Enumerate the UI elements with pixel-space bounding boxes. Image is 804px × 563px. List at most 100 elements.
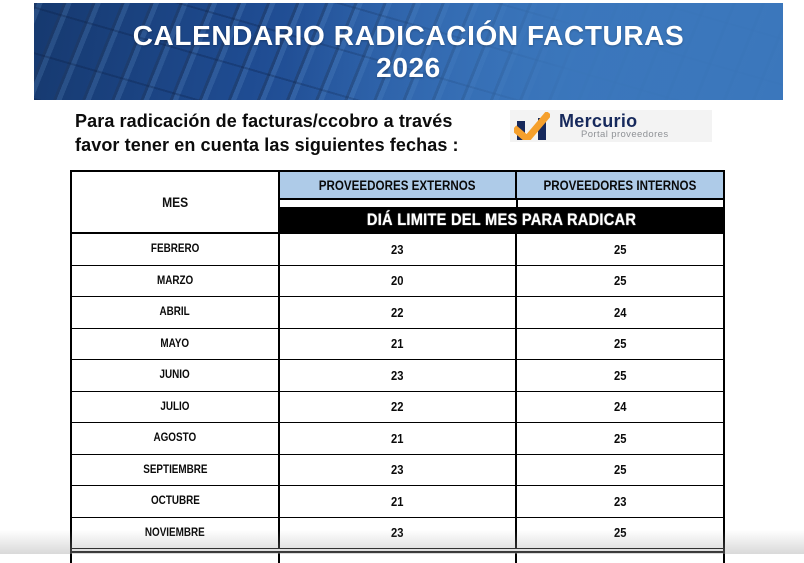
cell-internos-value: 25 [613,241,627,257]
cell-internos-value: 25 [613,462,627,478]
cell-internos: 25 [517,455,723,486]
cell-externos-value: 23 [391,525,404,541]
cell-externos-value: 22 [391,304,404,320]
column-header-externos-label: PROVEEDORES EXTERNOS [319,177,476,193]
cell-externos: 20 [280,265,517,296]
table-row: OCTUBRE 21 23 [72,486,723,518]
table-row: NOVIEMBRE 23 25 [72,517,723,549]
partial-cell [280,553,517,563]
cell-mes-label: AGOSTO [153,432,197,445]
header-banner: CALENDARIO RADICACIÓN FACTURAS 2026 [34,3,783,100]
cell-externos-value: 20 [391,273,404,289]
cell-internos-value: 25 [613,273,627,289]
providers-header-row: PROVEEDORES EXTERNOS PROVEEDORES INTERNO… [280,172,723,200]
cell-externos: 23 [280,517,517,548]
cell-mes-label: ABRIL [159,306,191,319]
cell-mes: JULIO [72,391,280,422]
cell-externos: 23 [280,454,517,485]
cell-externos-value: 21 [391,493,404,509]
intro-line2: favor tener en cuenta las siguientes fec… [75,135,459,155]
cell-mes-label: NOVIEMBRE [145,526,205,539]
column-header-mes-label: MES [161,194,189,210]
cell-mes: AGOSTO [72,423,280,454]
cell-externos-value: 22 [391,399,404,415]
table-row: ABRIL 22 24 [72,297,723,329]
cell-mes: OCTUBRE [72,486,280,517]
cell-internos: 25 [517,234,723,265]
calendar-table: MES PROVEEDORES EXTERNOS PROVEEDORES INT… [70,170,725,563]
cell-internos-value: 25 [613,430,627,446]
cell-mes: ABRIL [72,297,280,328]
cell-internos: 25 [517,266,723,297]
cell-mes-label: FEBRERO [150,243,200,256]
table-row: FEBRERO 23 25 [72,234,723,266]
cell-externos-value: 23 [391,462,404,478]
cell-internos: 23 [517,486,723,517]
cell-mes-label: MAYO [160,337,190,350]
table-header: MES PROVEEDORES EXTERNOS PROVEEDORES INT… [72,172,723,234]
table-row: JUNIO 23 25 [72,360,723,392]
limit-banner-label: DIÁ LIMITE DEL MES PARA RADICAR [366,209,637,229]
cell-externos: 21 [280,423,517,454]
intro-text: Para radicación de facturas/ccobro a tra… [75,109,525,157]
cell-internos-value: 25 [613,367,627,383]
logo-text: Mercurio Portal proveedores [559,110,669,140]
cell-mes: MARZO [72,265,280,296]
cell-externos-value: 21 [391,336,404,352]
cell-externos-value: 21 [391,430,404,446]
cell-internos: 24 [517,392,723,423]
cell-mes-label: OCTUBRE [150,495,200,508]
table-body: FEBRERO 23 25 MARZO 20 25 ABRIL 22 24 MA… [72,234,723,549]
limit-banner: DIÁ LIMITE DEL MES PARA RADICAR [280,207,723,232]
cell-mes-label: JUNIO [159,369,191,382]
cell-internos: 24 [517,297,723,328]
mercurio-check-m-icon [514,112,550,140]
column-header-internos-label: PROVEEDORES INTERNOS [543,177,697,193]
table-header-right: PROVEEDORES EXTERNOS PROVEEDORES INTERNO… [280,172,723,232]
column-header-mes: MES [72,172,280,232]
column-header-externos: PROVEEDORES EXTERNOS [280,172,517,198]
cell-mes: SEPTIEMBRE [72,454,280,485]
logo-name: Mercurio [559,110,638,131]
cell-externos-value: 23 [391,367,404,383]
cell-externos: 21 [280,328,517,359]
cell-mes-label: SEPTIEMBRE [142,463,208,476]
cell-internos: 25 [517,329,723,360]
partial-cell [517,553,723,563]
cell-externos: 23 [280,234,517,265]
header-gap-divider [516,200,518,207]
logo-subtitle: Portal proveedores [581,128,669,140]
table-row: AGOSTO 21 25 [72,423,723,455]
cell-internos-value: 24 [613,304,627,320]
cell-mes-label: JULIO [160,400,190,413]
cell-mes: NOVIEMBRE [72,517,280,548]
cell-mes-label: MARZO [156,274,194,287]
page-title-line1: CALENDARIO RADICACIÓN FACTURAS [132,19,685,51]
cell-mes: MAYO [72,328,280,359]
mercurio-logo: Mercurio Portal proveedores [510,110,712,142]
cell-externos: 22 [280,297,517,328]
table-row: SEPTIEMBRE 23 25 [72,454,723,486]
cell-externos: 21 [280,486,517,517]
table-row: MAYO 21 25 [72,328,723,360]
cell-externos: 22 [280,391,517,422]
cell-internos-value: 24 [613,399,627,415]
header-gap-row [280,200,723,207]
cell-internos: 25 [517,423,723,454]
table-row: JULIO 22 24 [72,391,723,423]
cell-internos-value: 25 [613,336,627,352]
page-title-line2: 2026 [376,51,441,83]
cell-mes: FEBRERO [72,234,280,265]
cell-externos-value: 23 [391,241,404,257]
cell-internos-value: 25 [613,525,627,541]
intro-line1: Para radicación de facturas/ccobro a tra… [75,111,453,131]
column-header-internos: PROVEEDORES INTERNOS [517,172,723,198]
cell-internos-value: 23 [613,493,627,509]
partial-next-row [72,551,723,563]
partial-cell [72,553,280,563]
cell-mes: JUNIO [72,360,280,391]
table-row: MARZO 20 25 [72,265,723,297]
cell-internos: 25 [517,360,723,391]
cell-externos: 23 [280,360,517,391]
cell-internos: 25 [517,518,723,549]
